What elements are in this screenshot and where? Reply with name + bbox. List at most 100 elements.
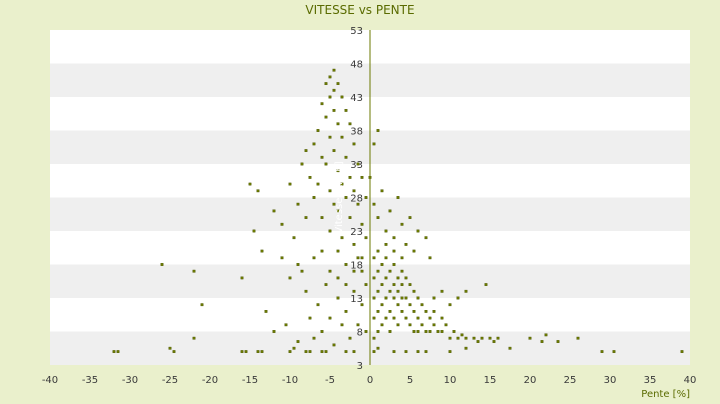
- data-point: [480, 336, 484, 340]
- data-point: [304, 216, 308, 219]
- data-point: [408, 216, 412, 219]
- data-point: [364, 330, 368, 333]
- data-point: [344, 155, 348, 159]
- data-point: [344, 196, 348, 199]
- data-point: [376, 269, 380, 273]
- data-point: [424, 330, 428, 333]
- data-point: [332, 108, 336, 112]
- y-tick-label: 8: [357, 328, 363, 339]
- data-point: [380, 263, 384, 266]
- data-point: [416, 330, 420, 333]
- data-point: [544, 333, 548, 337]
- data-point: [372, 336, 376, 340]
- x-tick-label: -20: [202, 375, 218, 386]
- data-point: [448, 336, 452, 340]
- data-point: [316, 303, 320, 307]
- data-point: [424, 350, 428, 353]
- data-point: [392, 350, 396, 353]
- y-tick-label: 13: [350, 294, 363, 305]
- data-point: [172, 350, 176, 353]
- data-point: [344, 263, 348, 266]
- data-point: [300, 269, 304, 273]
- x-tick-label: -15: [242, 375, 258, 386]
- data-point: [340, 323, 344, 327]
- data-point: [280, 256, 284, 260]
- data-point: [352, 189, 356, 193]
- data-point: [528, 336, 532, 340]
- data-point: [312, 142, 316, 146]
- data-point: [348, 122, 352, 126]
- data-point: [324, 82, 328, 86]
- data-point: [320, 155, 324, 159]
- x-tick-label: 15: [484, 375, 497, 386]
- data-point: [348, 175, 352, 179]
- data-point: [392, 316, 396, 320]
- data-point: [332, 68, 336, 72]
- data-point: [376, 249, 380, 253]
- data-point: [396, 289, 400, 293]
- data-point: [168, 346, 172, 350]
- data-point: [428, 330, 432, 333]
- x-tick-label: -5: [325, 375, 335, 386]
- data-point: [392, 283, 396, 286]
- data-point: [420, 323, 424, 327]
- data-point: [336, 82, 340, 86]
- data-point: [380, 283, 384, 286]
- data-point: [260, 249, 264, 253]
- data-point: [256, 350, 260, 353]
- data-point: [392, 249, 396, 253]
- data-point: [328, 135, 332, 139]
- y-tick-label: 3: [357, 361, 363, 372]
- x-tick-label: 5: [407, 375, 413, 386]
- data-point: [460, 333, 464, 337]
- data-point: [316, 129, 320, 132]
- data-point: [328, 75, 332, 79]
- data-point: [332, 202, 336, 206]
- data-point: [372, 256, 376, 260]
- data-point: [372, 142, 376, 146]
- data-point: [400, 269, 404, 273]
- data-point: [328, 95, 332, 99]
- data-point: [388, 289, 392, 293]
- data-point: [324, 283, 328, 286]
- data-point: [280, 222, 284, 226]
- data-point: [372, 350, 376, 353]
- data-point: [360, 222, 364, 226]
- data-point: [400, 222, 404, 226]
- data-point: [600, 350, 604, 353]
- data-point: [332, 88, 336, 92]
- data-point: [340, 95, 344, 99]
- data-point: [356, 256, 360, 260]
- data-point: [352, 242, 356, 246]
- data-point: [408, 323, 412, 327]
- data-point: [384, 316, 388, 320]
- data-point: [440, 289, 444, 293]
- data-point: [472, 336, 476, 340]
- data-point: [352, 350, 356, 353]
- data-point: [388, 310, 392, 313]
- data-point: [448, 350, 452, 353]
- y-tick-label: 33: [350, 160, 363, 171]
- data-point: [332, 149, 336, 152]
- data-point: [436, 330, 440, 333]
- data-point: [312, 336, 316, 340]
- data-point: [308, 316, 312, 320]
- data-point: [384, 242, 388, 246]
- data-point: [192, 269, 196, 273]
- data-point: [340, 135, 344, 139]
- data-point: [404, 296, 408, 300]
- y-tick-label: 28: [350, 194, 363, 205]
- data-point: [288, 276, 292, 280]
- data-point: [320, 249, 324, 253]
- data-point: [404, 350, 408, 353]
- data-point: [400, 310, 404, 313]
- data-point: [396, 196, 400, 199]
- data-point: [344, 350, 348, 353]
- data-point: [316, 182, 320, 186]
- data-point: [440, 316, 444, 320]
- data-point: [296, 340, 300, 343]
- data-point: [288, 350, 292, 353]
- data-point: [296, 263, 300, 266]
